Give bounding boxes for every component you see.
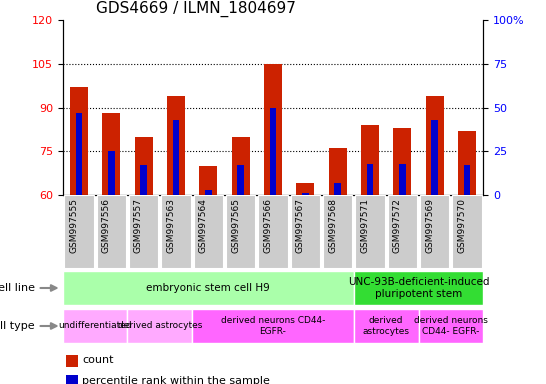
- Text: GSM997568: GSM997568: [328, 198, 337, 253]
- Text: GSM997557: GSM997557: [134, 198, 143, 253]
- Bar: [329, 148, 347, 195]
- Bar: [64, 195, 93, 268]
- Text: derived astrocytes: derived astrocytes: [117, 321, 202, 331]
- Bar: [66, 354, 78, 367]
- Bar: [199, 166, 217, 195]
- Text: GSM997569: GSM997569: [425, 198, 434, 253]
- Bar: [194, 195, 223, 268]
- Text: count: count: [82, 355, 114, 365]
- Text: GSM997555: GSM997555: [69, 198, 78, 253]
- Text: GSM997572: GSM997572: [393, 198, 402, 253]
- Bar: [426, 96, 443, 195]
- Bar: [355, 195, 384, 268]
- Bar: [162, 195, 191, 268]
- Bar: [173, 120, 179, 195]
- Text: percentile rank within the sample: percentile rank within the sample: [82, 376, 270, 384]
- Text: GSM997556: GSM997556: [102, 198, 111, 253]
- Bar: [63, 271, 354, 305]
- Bar: [431, 120, 438, 195]
- Bar: [66, 375, 78, 384]
- Bar: [453, 195, 482, 268]
- Text: undifferentiated: undifferentiated: [58, 321, 132, 331]
- Bar: [302, 193, 308, 195]
- Bar: [129, 195, 158, 268]
- Bar: [335, 183, 341, 195]
- Bar: [419, 309, 483, 343]
- Bar: [103, 113, 120, 195]
- Text: embryonic stem cell H9: embryonic stem cell H9: [146, 283, 270, 293]
- Text: derived neurons CD44-
EGFR-: derived neurons CD44- EGFR-: [221, 316, 325, 336]
- Bar: [192, 309, 354, 343]
- Text: derived
astrocytes: derived astrocytes: [363, 316, 410, 336]
- Bar: [70, 87, 88, 195]
- Bar: [270, 108, 276, 195]
- Text: GSM997566: GSM997566: [263, 198, 272, 253]
- Bar: [354, 309, 419, 343]
- Text: GDS4669 / ILMN_1804697: GDS4669 / ILMN_1804697: [97, 1, 296, 17]
- Bar: [464, 165, 470, 195]
- Text: GSM997564: GSM997564: [199, 198, 207, 253]
- Bar: [205, 190, 211, 195]
- Bar: [420, 195, 449, 268]
- Bar: [394, 128, 411, 195]
- Bar: [140, 165, 147, 195]
- Text: GSM997571: GSM997571: [360, 198, 370, 253]
- Bar: [63, 309, 127, 343]
- Bar: [361, 125, 379, 195]
- Bar: [76, 113, 82, 195]
- Bar: [354, 271, 483, 305]
- Text: derived neurons
CD44- EGFR-: derived neurons CD44- EGFR-: [414, 316, 488, 336]
- Text: cell line: cell line: [0, 283, 34, 293]
- Bar: [108, 151, 115, 195]
- Bar: [97, 195, 126, 268]
- Bar: [323, 195, 352, 268]
- Text: GSM997567: GSM997567: [296, 198, 305, 253]
- Bar: [232, 137, 250, 195]
- Bar: [264, 64, 282, 195]
- Bar: [226, 195, 255, 268]
- Bar: [291, 195, 320, 268]
- Text: UNC-93B-deficient-induced
pluripotent stem: UNC-93B-deficient-induced pluripotent st…: [348, 277, 489, 299]
- Bar: [367, 164, 373, 195]
- Text: GSM997565: GSM997565: [231, 198, 240, 253]
- Text: cell type: cell type: [0, 321, 34, 331]
- Text: GSM997570: GSM997570: [458, 198, 466, 253]
- Bar: [258, 195, 288, 268]
- Bar: [127, 309, 192, 343]
- Bar: [135, 137, 152, 195]
- Bar: [238, 165, 244, 195]
- Bar: [458, 131, 476, 195]
- Bar: [167, 96, 185, 195]
- Text: GSM997563: GSM997563: [167, 198, 175, 253]
- Bar: [399, 164, 406, 195]
- Bar: [388, 195, 417, 268]
- Bar: [296, 183, 314, 195]
